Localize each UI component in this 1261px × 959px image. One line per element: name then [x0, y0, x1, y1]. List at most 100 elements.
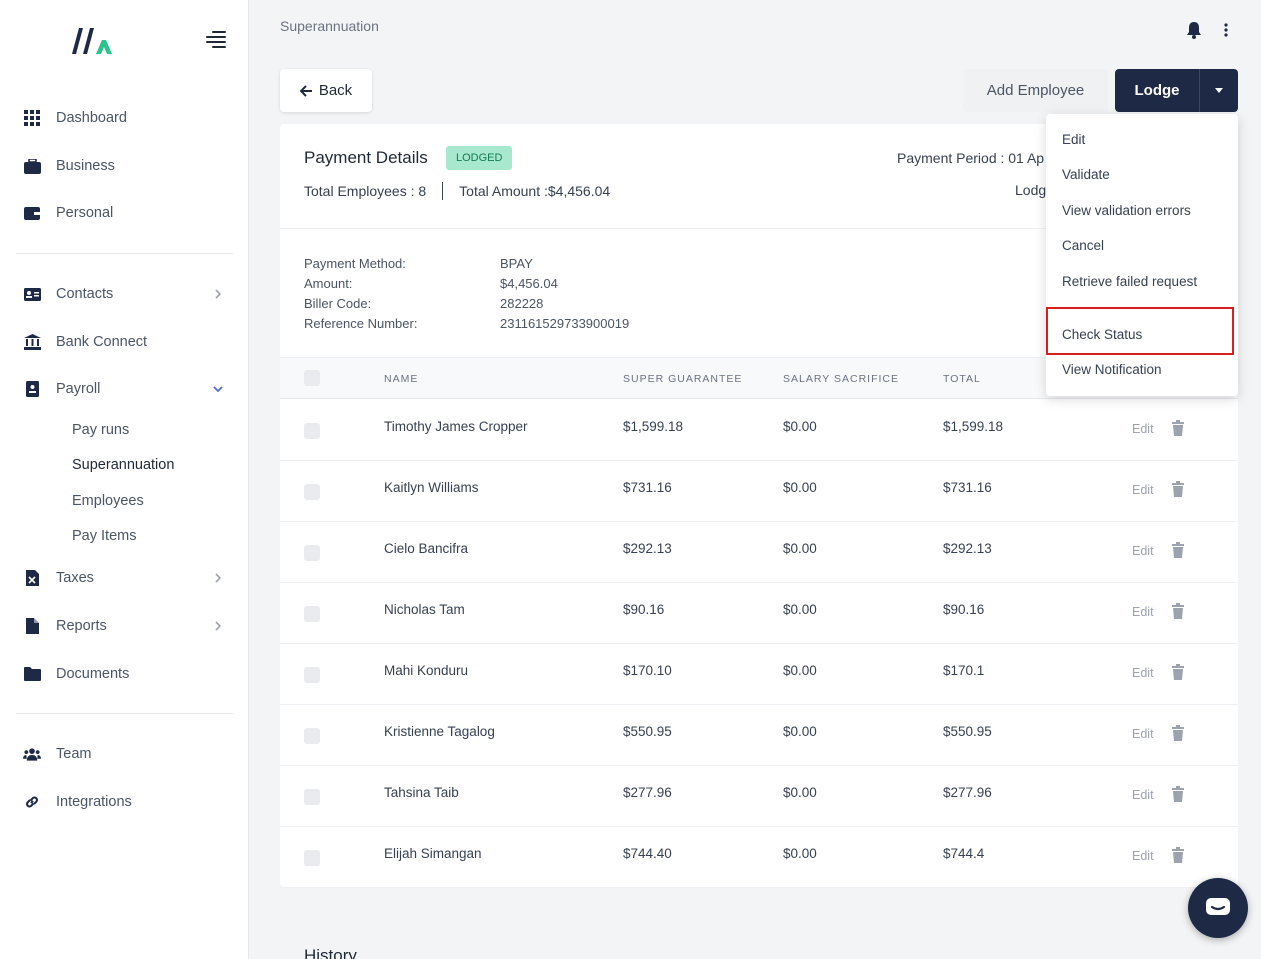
- trash-icon[interactable]: [1171, 542, 1185, 558]
- reference-number-value: 231161529733900019: [500, 316, 630, 331]
- sidebar-item-team[interactable]: Team: [16, 738, 233, 770]
- total-amount: Total Amount :$4,456.04: [459, 183, 611, 199]
- row-edit-link[interactable]: Edit: [1132, 544, 1154, 558]
- breadcrumb: Superannuation: [280, 18, 379, 34]
- total-value: $170.1: [943, 663, 985, 678]
- sidebar-item-payroll[interactable]: Payroll: [16, 373, 233, 405]
- back-button[interactable]: Back: [280, 69, 372, 112]
- sidebar-item-integrations[interactable]: Integrations: [16, 786, 233, 818]
- salary-sacrifice-value: $0.00: [783, 541, 817, 556]
- sidebar-item-dashboard[interactable]: Dashboard: [16, 102, 233, 134]
- sidebar-subitem-employees[interactable]: Employees: [72, 493, 144, 509]
- column-header-super-guarantee[interactable]: SUPER GUARANTEE: [623, 373, 743, 385]
- chevron-right-icon: [215, 573, 222, 583]
- biller-code-value: 282228: [500, 296, 544, 311]
- employee-name: Nicholas Tam: [384, 602, 465, 617]
- chevron-right-icon: [215, 289, 222, 299]
- row-edit-link[interactable]: Edit: [1132, 727, 1154, 741]
- briefcase-icon: [23, 157, 41, 175]
- sidebar-item-documents[interactable]: Documents: [16, 658, 233, 690]
- menu-item-view-notification[interactable]: View Notification: [1062, 362, 1162, 377]
- menu-item-retrieve-failed-request[interactable]: Retrieve failed request: [1062, 274, 1198, 289]
- more-options-icon[interactable]: [1218, 22, 1234, 38]
- super-guarantee-value: $550.95: [623, 724, 672, 739]
- super-guarantee-value: $1,599.18: [623, 419, 684, 434]
- sidebar-item-contacts[interactable]: Contacts: [16, 278, 233, 310]
- super-guarantee-value: $277.96: [623, 785, 672, 800]
- trash-icon[interactable]: [1171, 481, 1185, 497]
- sidebar-item-label: Team: [56, 746, 92, 762]
- sidebar-item-label: Contacts: [56, 286, 114, 302]
- row-edit-link[interactable]: Edit: [1132, 849, 1154, 863]
- sidebar-subitem-pay-items[interactable]: Pay Items: [72, 528, 137, 544]
- table-row: Mahi Konduru $170.10 $0.00 $170.1 Edit: [280, 644, 1238, 705]
- menu-item-validate[interactable]: Validate: [1062, 167, 1110, 182]
- column-header-salary-sacrifice[interactable]: SALARY SACRIFICE: [783, 373, 899, 385]
- row-edit-link[interactable]: Edit: [1132, 788, 1154, 802]
- salary-sacrifice-value: $0.00: [783, 724, 817, 739]
- menu-item-cancel[interactable]: Cancel: [1062, 238, 1105, 253]
- sidebar-item-taxes[interactable]: Taxes: [16, 562, 233, 594]
- lodge-button[interactable]: Lodge: [1115, 69, 1199, 112]
- status-badge: LODGED: [446, 146, 513, 170]
- lodge-actions-menu: Edit Validate View validation errors Can…: [1046, 114, 1238, 396]
- contact-card-icon: [23, 285, 41, 303]
- row-checkbox[interactable]: [304, 789, 320, 805]
- sidebar-subitem-superannuation[interactable]: Superannuation: [72, 457, 175, 473]
- row-checkbox[interactable]: [304, 484, 320, 500]
- total-value: $550.95: [943, 724, 992, 739]
- table-row: Elijah Simangan $744.40 $0.00 $744.4 Edit: [280, 827, 1238, 888]
- table-row: Tahsina Taib $277.96 $0.00 $277.96 Edit: [280, 766, 1238, 827]
- total-value: $744.4: [943, 846, 985, 861]
- sidebar-item-label: Bank Connect: [56, 334, 148, 350]
- row-checkbox[interactable]: [304, 728, 320, 744]
- column-header-total[interactable]: TOTAL: [943, 373, 981, 385]
- trash-icon[interactable]: [1171, 786, 1185, 802]
- caret-down-icon: [1215, 87, 1223, 93]
- row-edit-link[interactable]: Edit: [1132, 605, 1154, 619]
- trash-icon[interactable]: [1171, 603, 1185, 619]
- column-header-name[interactable]: NAME: [384, 373, 419, 385]
- menu-toggle-icon[interactable]: [206, 31, 226, 48]
- row-edit-link[interactable]: Edit: [1132, 422, 1154, 436]
- row-edit-link[interactable]: Edit: [1132, 666, 1154, 680]
- row-edit-link[interactable]: Edit: [1132, 483, 1154, 497]
- sidebar-item-bank-connect[interactable]: Bank Connect: [16, 326, 233, 358]
- amount-value: $4,456.04: [500, 276, 558, 291]
- row-checkbox[interactable]: [304, 545, 320, 561]
- select-all-checkbox[interactable]: [304, 370, 320, 386]
- menu-item-check-status[interactable]: Check Status: [1062, 327, 1143, 342]
- trash-icon[interactable]: [1171, 725, 1185, 741]
- sidebar-item-personal[interactable]: Personal: [16, 197, 233, 229]
- lodge-dropdown-toggle[interactable]: [1199, 69, 1238, 112]
- total-value: $277.96: [943, 785, 992, 800]
- sidebar-subitem-pay-runs[interactable]: Pay runs: [72, 422, 130, 438]
- chat-widget-button[interactable]: [1188, 878, 1248, 938]
- trash-icon[interactable]: [1171, 847, 1185, 863]
- chat-icon: [1206, 898, 1230, 915]
- payment-method-value: BPAY: [500, 256, 533, 271]
- super-guarantee-value: $90.16: [623, 602, 665, 617]
- row-checkbox[interactable]: [304, 606, 320, 622]
- bell-icon[interactable]: [1186, 21, 1202, 39]
- menu-item-view-validation-errors[interactable]: View validation errors: [1062, 203, 1191, 218]
- salary-sacrifice-value: $0.00: [783, 785, 817, 800]
- sidebar-item-reports[interactable]: Reports: [16, 610, 233, 642]
- add-employee-button[interactable]: Add Employee: [963, 69, 1108, 112]
- trash-icon[interactable]: [1171, 664, 1185, 680]
- menu-item-edit[interactable]: Edit: [1062, 132, 1086, 147]
- employee-name: Mahi Konduru: [384, 663, 469, 678]
- table-row: Cielo Bancifra $292.13 $0.00 $292.13 Edit: [280, 522, 1238, 583]
- row-checkbox[interactable]: [304, 423, 320, 439]
- row-checkbox[interactable]: [304, 850, 320, 866]
- row-checkbox[interactable]: [304, 667, 320, 683]
- users-icon: [23, 745, 41, 763]
- trash-icon[interactable]: [1171, 420, 1185, 436]
- app-logo[interactable]: [70, 26, 116, 56]
- payroll-icon: [23, 380, 41, 398]
- sidebar-item-label: Documents: [56, 666, 130, 682]
- sidebar-item-business[interactable]: Business: [16, 150, 233, 182]
- salary-sacrifice-value: $0.00: [783, 602, 817, 617]
- file-icon: [23, 617, 41, 635]
- table-row: Kaitlyn Williams $731.16 $0.00 $731.16 Edit: [280, 461, 1238, 522]
